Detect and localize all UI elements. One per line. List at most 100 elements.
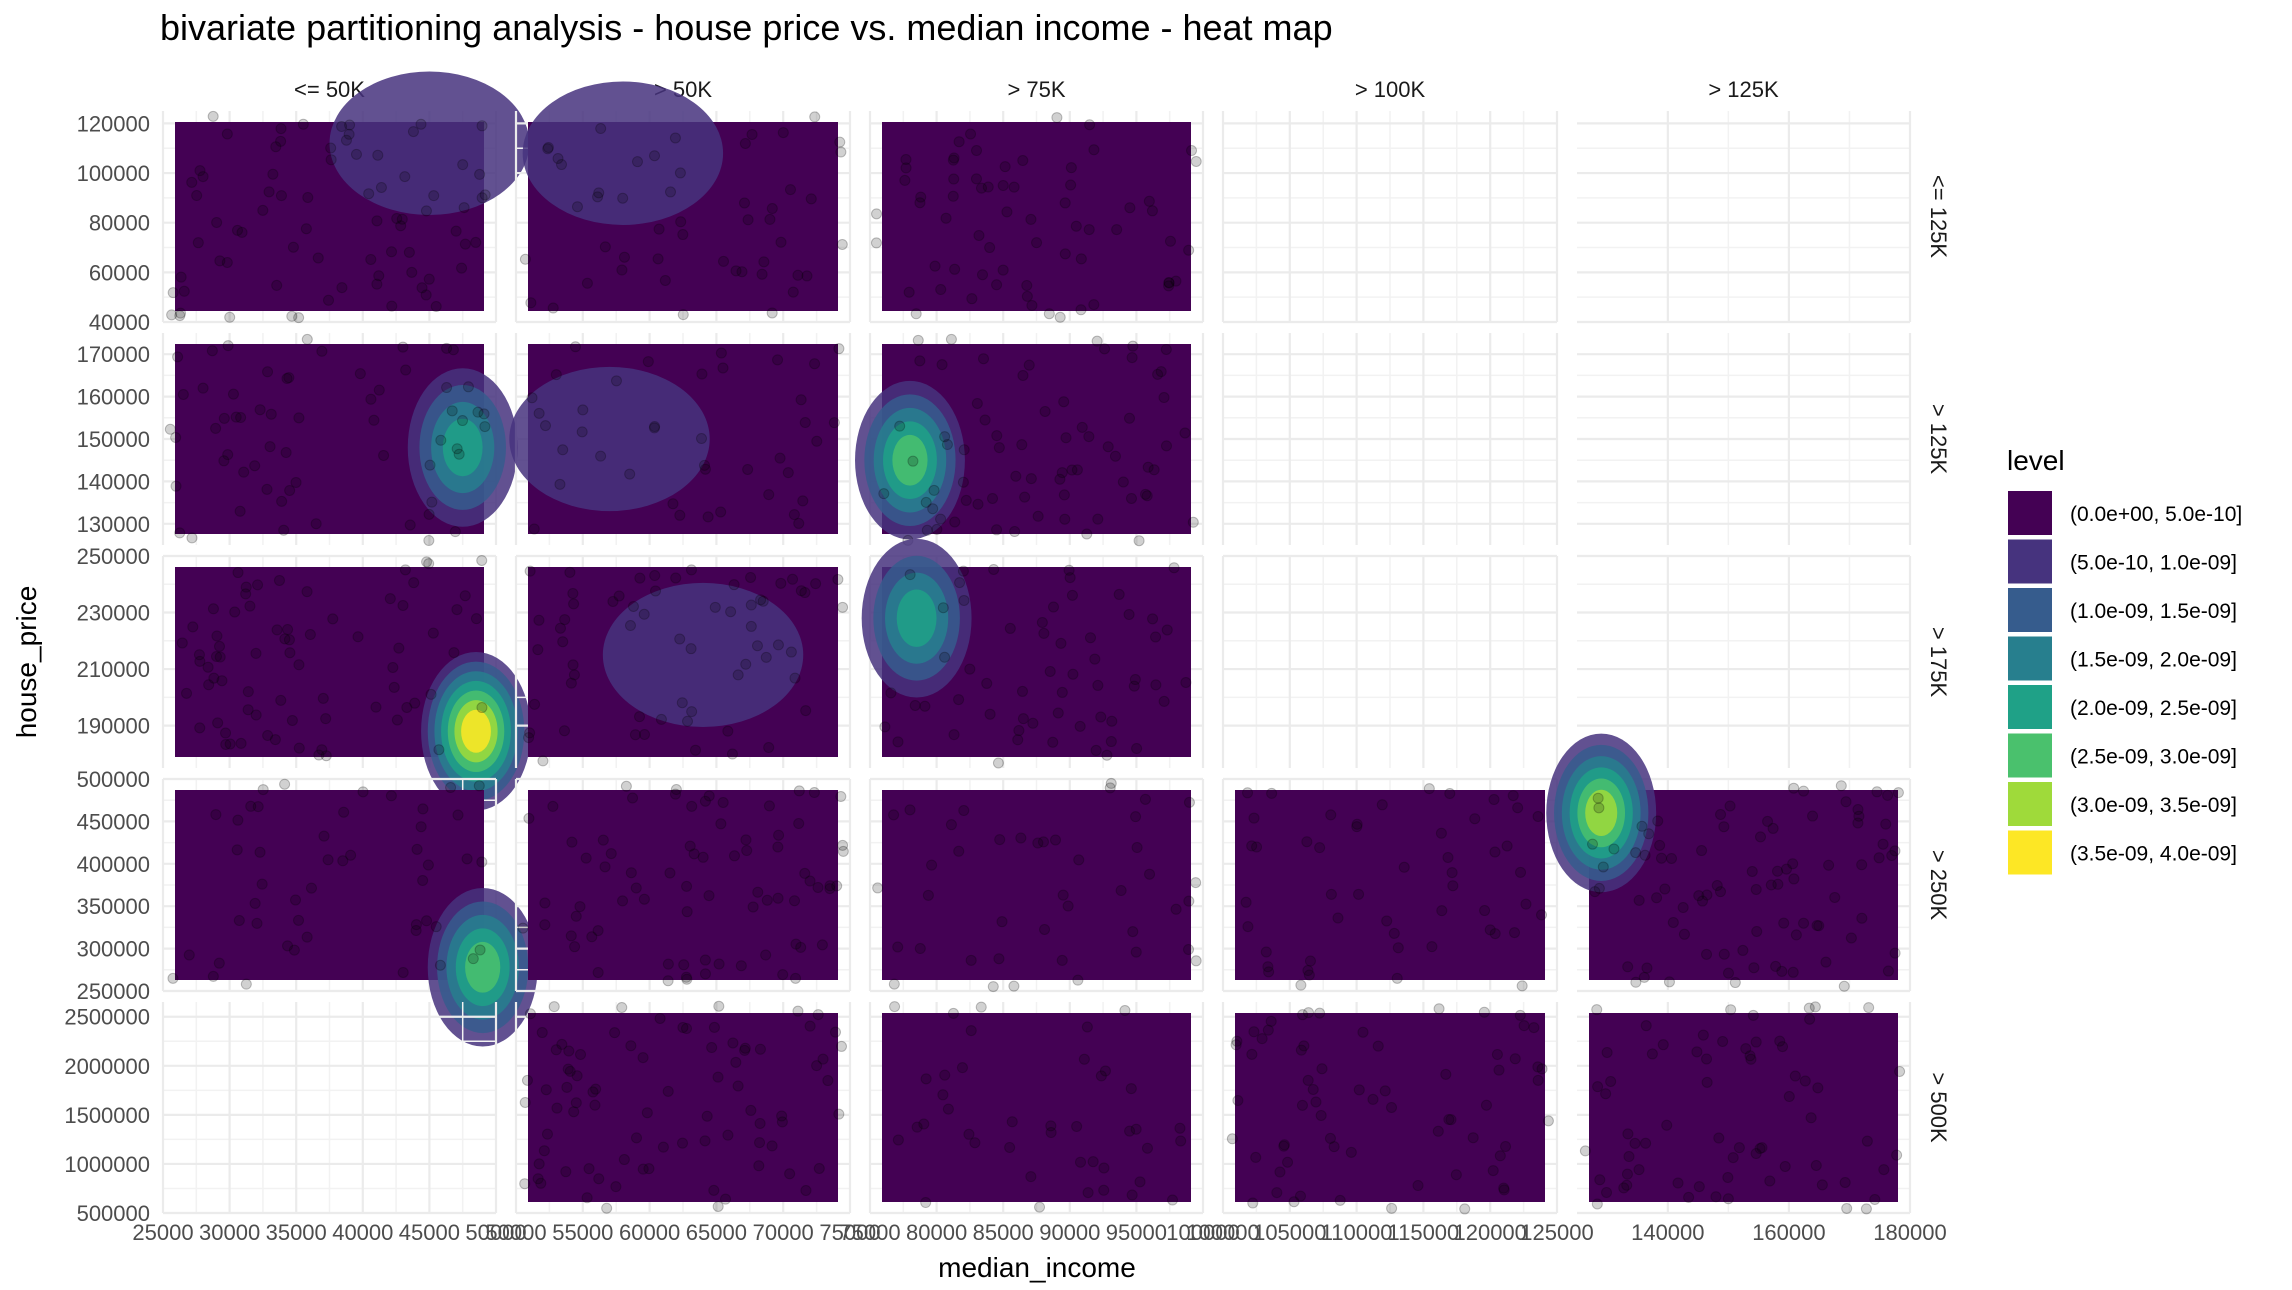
x-tick-label: 35000 bbox=[266, 1220, 327, 1245]
data-point bbox=[1262, 1024, 1274, 1036]
data-point bbox=[1334, 1194, 1346, 1206]
data-point bbox=[1678, 928, 1690, 940]
data-point bbox=[837, 601, 849, 613]
data-point bbox=[688, 848, 700, 860]
data-point bbox=[742, 214, 754, 226]
data-point bbox=[1105, 777, 1117, 789]
data-point bbox=[1071, 464, 1083, 476]
data-point bbox=[1442, 852, 1454, 864]
data-point bbox=[224, 311, 236, 323]
data-point bbox=[267, 168, 279, 180]
data-point bbox=[799, 867, 811, 879]
data-point bbox=[1788, 782, 1800, 794]
data-point bbox=[835, 791, 847, 803]
x-tick-label: 65000 bbox=[686, 1220, 747, 1245]
data-point bbox=[1047, 736, 1059, 748]
data-point bbox=[1591, 1004, 1603, 1016]
legend-key bbox=[2006, 828, 2054, 877]
data-point bbox=[1142, 461, 1154, 473]
data-point bbox=[261, 483, 273, 495]
data-point bbox=[949, 263, 961, 275]
data-point bbox=[681, 1023, 693, 1035]
data-point bbox=[1302, 1074, 1314, 1086]
facet-panel bbox=[514, 1000, 852, 1215]
data-point bbox=[616, 264, 628, 276]
data-point bbox=[1789, 1070, 1801, 1082]
data-point bbox=[524, 1008, 536, 1020]
density-contour bbox=[442, 418, 483, 477]
data-point bbox=[175, 271, 187, 283]
data-point bbox=[1091, 335, 1103, 347]
data-point bbox=[885, 687, 897, 699]
y-tick-label: 1500000 bbox=[64, 1103, 150, 1128]
data-point bbox=[210, 422, 222, 434]
legend-label: (3.5e-09, 4.0e-09] bbox=[2070, 843, 2237, 866]
data-point bbox=[904, 569, 916, 581]
data-point bbox=[776, 1116, 788, 1128]
data-point bbox=[1083, 431, 1095, 443]
data-point bbox=[760, 651, 772, 663]
density-contour bbox=[1585, 789, 1618, 837]
data-point bbox=[1247, 1197, 1259, 1209]
row-strip-label: > 175K bbox=[1926, 627, 1951, 698]
data-point bbox=[336, 282, 348, 294]
density-region bbox=[882, 790, 1191, 980]
facet-panel bbox=[1221, 554, 1559, 768]
data-point bbox=[1127, 926, 1139, 938]
data-point bbox=[269, 734, 281, 746]
data-point bbox=[1098, 1162, 1110, 1174]
data-point bbox=[1841, 1202, 1853, 1214]
data-point bbox=[256, 878, 268, 890]
data-point bbox=[948, 729, 960, 741]
data-point bbox=[1186, 145, 1198, 157]
data-point bbox=[428, 190, 440, 202]
data-point bbox=[1124, 1125, 1136, 1137]
data-point bbox=[817, 1053, 829, 1065]
data-point bbox=[293, 742, 305, 754]
data-point bbox=[214, 651, 226, 663]
data-point bbox=[1025, 1171, 1037, 1183]
data-point bbox=[1443, 1113, 1455, 1125]
data-point bbox=[739, 1044, 751, 1056]
data-point bbox=[752, 886, 764, 898]
data-point bbox=[720, 1193, 732, 1205]
data-point bbox=[758, 256, 770, 268]
data-point bbox=[811, 1060, 823, 1072]
data-point bbox=[997, 180, 1009, 192]
data-point bbox=[529, 698, 541, 710]
data-point bbox=[1509, 1053, 1521, 1065]
data-point bbox=[993, 442, 1005, 454]
data-point bbox=[533, 1158, 545, 1170]
facet-panel bbox=[514, 81, 852, 324]
data-point bbox=[1044, 665, 1056, 677]
data-point bbox=[1853, 810, 1865, 822]
data-point bbox=[385, 790, 397, 802]
data-point bbox=[1071, 1120, 1083, 1132]
data-point bbox=[172, 351, 184, 363]
x-axis-title: median_income bbox=[938, 1252, 1136, 1283]
data-point bbox=[1630, 976, 1642, 988]
data-point bbox=[220, 738, 232, 750]
data-point bbox=[254, 404, 266, 416]
data-point bbox=[1715, 808, 1727, 820]
data-point bbox=[1304, 955, 1316, 967]
data-point bbox=[1877, 838, 1889, 850]
data-point bbox=[1190, 955, 1202, 967]
data-point bbox=[892, 941, 904, 953]
data-point bbox=[1143, 195, 1155, 207]
data-point bbox=[1491, 1048, 1503, 1060]
row-strip-label: > 500K bbox=[1926, 1072, 1951, 1143]
data-point bbox=[214, 255, 226, 267]
y-tick-label: 60000 bbox=[89, 260, 150, 285]
legend-title: level bbox=[2007, 445, 2065, 476]
data-point bbox=[476, 555, 488, 567]
data-point bbox=[1878, 1164, 1890, 1176]
data-point bbox=[1856, 859, 1868, 871]
data-point bbox=[1798, 917, 1810, 929]
data-point bbox=[1161, 624, 1173, 636]
data-point bbox=[763, 800, 775, 812]
data-point bbox=[235, 737, 247, 749]
data-point bbox=[371, 278, 383, 290]
data-point bbox=[1484, 924, 1496, 936]
data-point bbox=[1004, 1141, 1016, 1153]
